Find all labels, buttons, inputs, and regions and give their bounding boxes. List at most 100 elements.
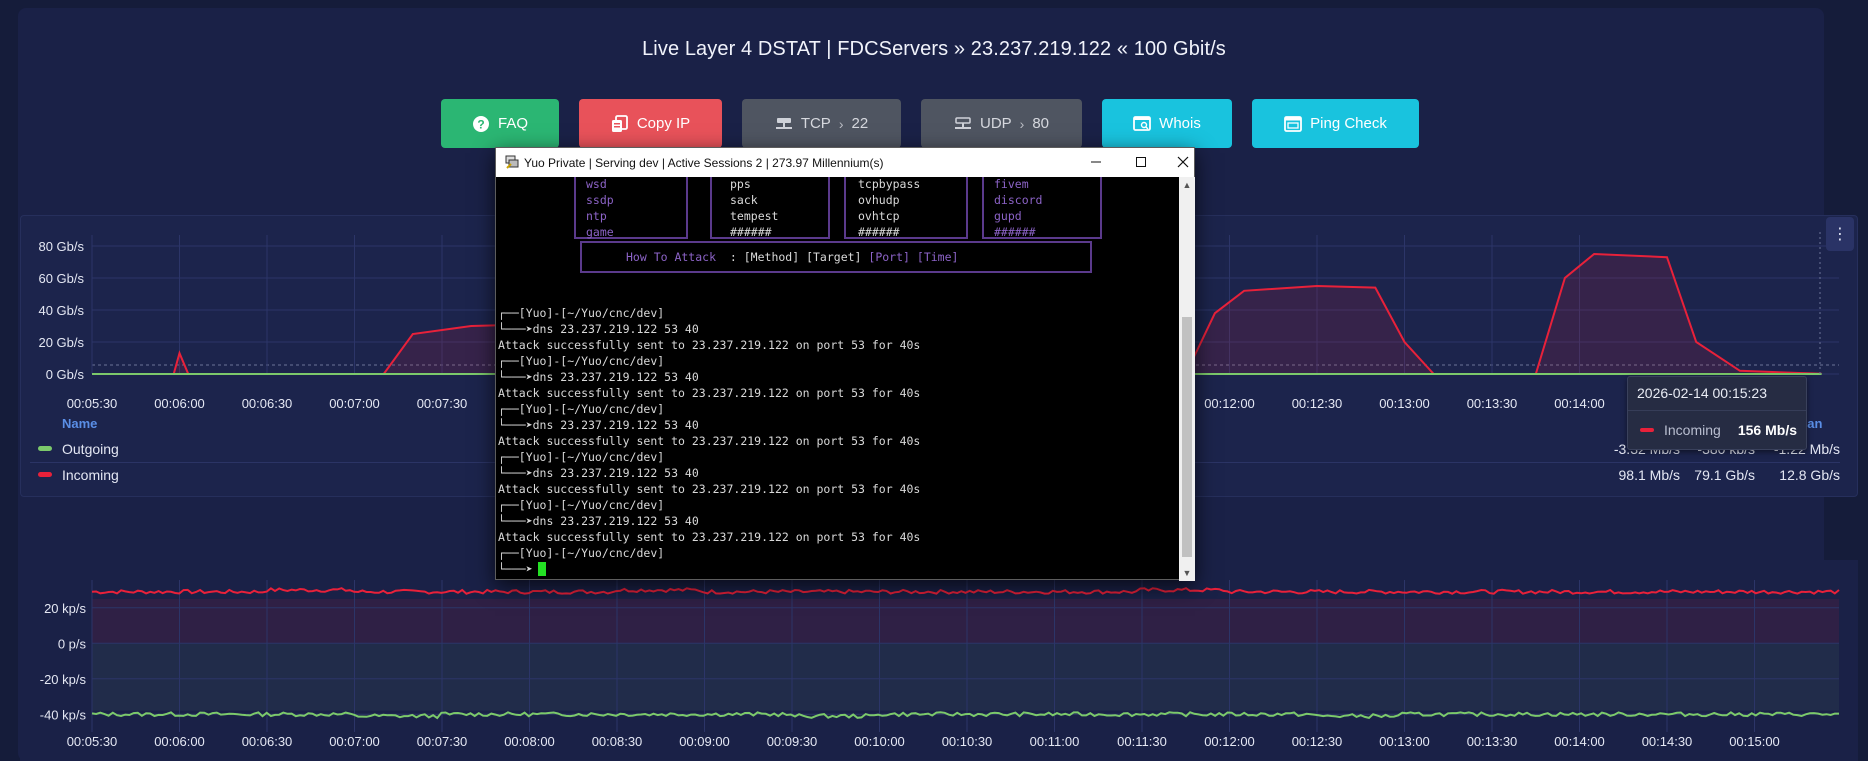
- x-tick-label: 00:08:00: [504, 734, 555, 749]
- outgoing-band: [92, 643, 1839, 711]
- attack-method-item: ######: [730, 225, 772, 239]
- tcp-port: 22: [851, 115, 869, 132]
- attack-method-item: sack: [730, 193, 758, 207]
- how-to-box: [580, 241, 1092, 273]
- x-tick-label: 00:08:30: [592, 734, 643, 749]
- terminal-titlebar[interactable]: Yuo Private | Serving dev | Active Sessi…: [496, 148, 1194, 177]
- shell-prompt: ┌──[Yuo]-[~/Yuo/cnc/dev]: [498, 306, 665, 320]
- question-icon: ?: [472, 115, 489, 132]
- ping-check-button[interactable]: Ping Check: [1252, 99, 1419, 148]
- command-output: Attack successfully sent to 23.237.219.1…: [498, 482, 921, 496]
- x-tick-label: 00:11:00: [1030, 734, 1080, 749]
- whois-button[interactable]: Whois: [1102, 99, 1232, 148]
- terminal-window[interactable]: Yuo Private | Serving dev | Active Sessi…: [495, 147, 1195, 581]
- how-to-line: How To Attack : [Method] [Target] [Port]…: [626, 250, 958, 264]
- faq-button[interactable]: ? FAQ: [441, 99, 559, 148]
- x-tick-label: 00:09:30: [767, 734, 818, 749]
- y-tick-label: 0 p/s: [58, 636, 87, 651]
- shell-command: └───➤dns 23.237.219.122 53 40: [498, 370, 699, 384]
- tooltip-value: 156 Mb/s: [1737, 422, 1797, 438]
- packets-chart-svg: 20 kp/s 0 p/s -20 kp/s -40 kp/s 00:05:30 00:0…: [40, 580, 1840, 749]
- legend-series-name: Outgoing: [62, 441, 119, 457]
- terminal-scrollbar[interactable]: ▲ ▼: [1179, 177, 1195, 581]
- maximize-icon: [1136, 157, 1146, 167]
- tooltip-time: 2026-02-14 00:15:23: [1637, 385, 1767, 401]
- udp-label: UDP: [979, 115, 1012, 132]
- how-to-separator: :: [729, 250, 737, 264]
- attack-method-item: pps: [730, 177, 751, 191]
- x-tick-label: 00:12:00: [1204, 734, 1255, 749]
- attack-method-item: gupd: [994, 209, 1022, 223]
- tooltip-divider: [1628, 410, 1806, 411]
- svg-text:?: ?: [477, 117, 484, 131]
- shell-prompt: ┌──[Yuo]-[~/Yuo/cnc/dev]: [498, 402, 665, 416]
- shell-command: └───➤dns 23.237.219.122 53 40: [498, 514, 699, 528]
- shell-prompt: ┌──[Yuo]-[~/Yuo/cnc/dev]: [498, 498, 665, 512]
- x-tick-label: 00:15:00: [1729, 734, 1780, 749]
- shell-prompt: ┌──[Yuo]-[~/Yuo/cnc/dev]: [498, 450, 665, 464]
- command-output: Attack successfully sent to 23.237.219.1…: [498, 434, 921, 448]
- y-tick-label: 20 kp/s: [44, 601, 86, 616]
- scroll-down-icon[interactable]: ▼: [1182, 568, 1192, 578]
- chevron-right-icon: ›: [1019, 115, 1025, 132]
- tcp-label: TCP: [800, 115, 831, 132]
- udp-port-button[interactable]: UDP › 80: [921, 99, 1082, 148]
- attack-method-item: tempest: [730, 209, 779, 223]
- x-tick-label: 00:05:30: [67, 396, 118, 411]
- x-tick-label: 00:06:00: [154, 396, 205, 411]
- attack-method-item: ######: [858, 225, 900, 239]
- x-tick-label: 00:07:00: [329, 396, 380, 411]
- y-tick-label: 20 Gb/s: [38, 335, 84, 350]
- legend-series-name: Incoming: [62, 467, 119, 483]
- y-tick-label: -20 kp/s: [40, 672, 87, 687]
- x-tick-label: 00:10:00: [854, 734, 905, 749]
- how-to-label: How To Attack: [626, 250, 717, 264]
- ping-check-label: Ping Check: [1310, 115, 1387, 132]
- shell-command: └───➤dns 23.237.219.122 53 40: [498, 466, 699, 480]
- close-button[interactable]: [1168, 152, 1198, 172]
- legend-row-incoming[interactable]: Incoming 98.1 Mb/s 79.1 Gb/s 12.8 Gb/s: [30, 463, 1840, 489]
- chart-menu-button[interactable]: ⋮: [1826, 217, 1854, 251]
- network-icon: [775, 117, 792, 129]
- shell-prompt: ┌──[Yuo]-[~/Yuo/cnc/dev]: [498, 546, 665, 560]
- y-tick-label: 80 Gb/s: [38, 239, 84, 254]
- faq-label: FAQ: [497, 115, 528, 132]
- window-search-icon: [1133, 115, 1152, 131]
- command-output: Attack successfully sent to 23.237.219.1…: [498, 386, 921, 400]
- y-tick-label: 40 Gb/s: [38, 303, 84, 318]
- attack-method-item: discord: [994, 193, 1043, 207]
- outgoing-swatch: [38, 446, 52, 451]
- scroll-thumb[interactable]: [1182, 317, 1192, 557]
- shell-command: └───➤: [498, 562, 533, 576]
- incoming-swatch: [38, 472, 52, 477]
- how-to-port: [Port]: [868, 250, 910, 264]
- attack-method-item: ovhtcp: [858, 209, 900, 223]
- x-tick-label: 00:14:30: [1642, 734, 1693, 749]
- attack-method-item: ntp: [586, 209, 607, 223]
- tcp-port-button[interactable]: TCP › 22: [742, 99, 901, 148]
- terminal-output[interactable]: How To Attack : [Method] [Target] [Port]…: [496, 177, 1179, 581]
- legend-value: 98.1 Mb/s: [1618, 467, 1680, 483]
- x-tick-label: 00:05:30: [67, 734, 118, 749]
- copy-ip-button[interactable]: Copy IP: [579, 99, 722, 148]
- attack-method-item: wsd: [586, 177, 607, 191]
- maximize-button[interactable]: [1126, 152, 1156, 172]
- x-tick-label: 00:07:30: [417, 396, 468, 411]
- packets-chart-panel: [20, 560, 1858, 761]
- attack-method-item: fivem: [994, 177, 1029, 191]
- copy-ip-label: Copy IP: [636, 115, 691, 132]
- x-tick-label: 00:12:30: [1292, 396, 1343, 411]
- command-output: Attack successfully sent to 23.237.219.1…: [498, 338, 921, 352]
- menu-box: [710, 177, 830, 239]
- tooltip-series: Incoming: [1664, 422, 1721, 438]
- minimize-button[interactable]: [1081, 152, 1111, 172]
- how-to-time: [Time]: [916, 250, 959, 264]
- how-to-target: [Target]: [806, 250, 862, 264]
- menu-box: [574, 177, 688, 239]
- terminal-cursor: [538, 562, 546, 576]
- shell-prompt: ┌──[Yuo]-[~/Yuo/cnc/dev]: [498, 354, 665, 368]
- attack-method-item: game: [586, 225, 614, 239]
- putty-icon: [505, 155, 519, 169]
- scroll-up-icon[interactable]: ▲: [1182, 180, 1192, 190]
- incoming-packets-line: [91, 587, 1840, 595]
